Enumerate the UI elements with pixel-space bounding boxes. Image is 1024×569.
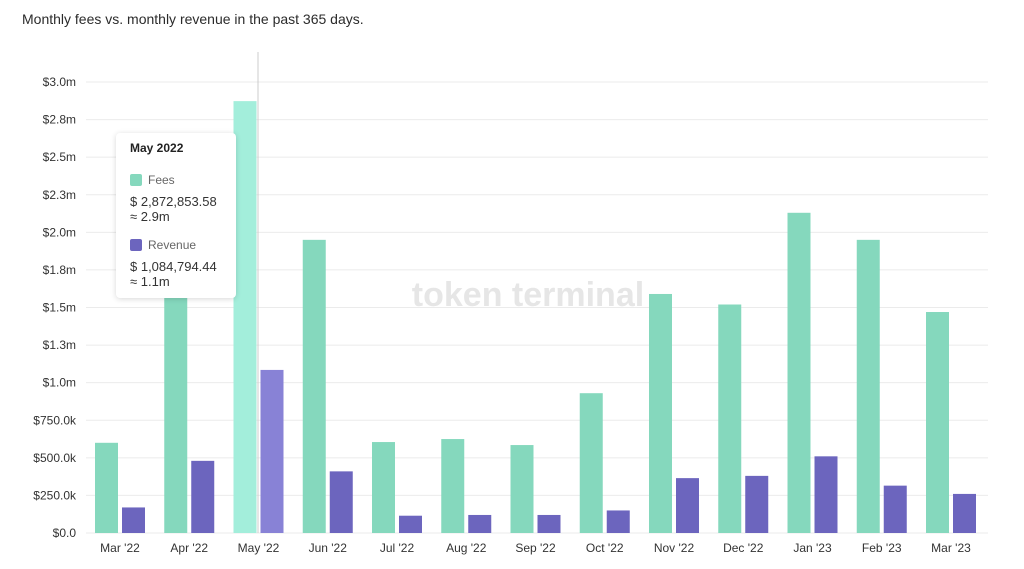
bar-revenue-12[interactable] xyxy=(953,493,976,533)
bar-fees-11[interactable] xyxy=(856,239,880,533)
bar-revenue-1[interactable] xyxy=(191,460,215,533)
tooltip-fees-approx: ≈ 2.9m xyxy=(130,209,170,224)
bar-fees-7[interactable] xyxy=(579,393,603,533)
x-tick-label: Aug '22 xyxy=(446,541,487,555)
y-tick-label: $750.0k xyxy=(33,413,77,427)
x-axis-ticks: Mar '22 Apr '22 May '22 Jun '22 Jul '22 Aug '… xyxy=(100,541,971,555)
x-tick-label: Dec '22 xyxy=(723,541,764,555)
tooltip-revenue-row: Revenue xyxy=(130,238,222,252)
bar-revenue-8[interactable] xyxy=(676,478,699,533)
tooltip-revenue-value: $ 1,084,794.44 xyxy=(130,259,217,274)
tooltip-revenue-approx: ≈ 1.1m xyxy=(130,274,170,289)
y-tick-label: $1.3m xyxy=(43,338,76,352)
bar-fees-6[interactable] xyxy=(510,445,534,533)
y-tick-label: $0.0 xyxy=(53,526,77,540)
bar-revenue-11[interactable] xyxy=(883,485,907,533)
tooltip-revenue-label: Revenue xyxy=(148,238,197,252)
bar-revenue-0[interactable] xyxy=(122,507,145,533)
bar-revenue-3[interactable] xyxy=(329,471,353,533)
bar-revenue-4[interactable] xyxy=(399,515,422,533)
x-tick-label: Mar '22 xyxy=(100,541,140,555)
y-tick-label: $1.8m xyxy=(43,263,76,277)
x-tick-label: Mar '23 xyxy=(931,541,971,555)
bar-revenue-6[interactable] xyxy=(537,514,561,533)
x-tick-label: Nov '22 xyxy=(654,541,695,555)
bar-fees-1[interactable] xyxy=(164,292,188,533)
bar-fees-8[interactable] xyxy=(649,293,672,533)
bar-fees-2[interactable] xyxy=(233,101,257,533)
y-tick-label: $2.8m xyxy=(43,113,76,127)
bar-revenue-10[interactable] xyxy=(814,456,838,533)
x-tick-label: Jul '22 xyxy=(380,541,415,555)
x-tick-label: Jan '23 xyxy=(793,541,832,555)
x-tick-label: Sep '22 xyxy=(515,541,556,555)
revenue-swatch xyxy=(130,239,142,251)
y-tick-label: $2.5m xyxy=(43,150,76,164)
x-tick-label: Jun '22 xyxy=(309,541,348,555)
bar-revenue-9[interactable] xyxy=(745,475,769,533)
bar-fees-10[interactable] xyxy=(787,212,811,534)
x-tick-label: May '22 xyxy=(238,541,280,555)
y-tick-label: $3.0m xyxy=(43,75,76,89)
y-tick-label: $1.0m xyxy=(43,376,76,390)
bar-fees-9[interactable] xyxy=(718,304,742,533)
y-axis-ticks: $0.0 $250.0k $500.0k $750.0k $1.0m $1.3m $1.5m… xyxy=(33,75,77,540)
bar-revenue-5[interactable] xyxy=(468,514,492,533)
tooltip-fees-value: $ 2,872,853.58 xyxy=(130,194,217,209)
bar-fees-3[interactable] xyxy=(302,239,326,533)
tooltip: May 2022 Fees $ 2,872,853.58 ≈ 2.9m Reve… xyxy=(116,133,236,298)
y-tick-label: $2.3m xyxy=(43,188,76,202)
page-title: Monthly fees vs. monthly revenue in the … xyxy=(22,11,364,27)
x-tick-label: Oct '22 xyxy=(586,541,624,555)
y-tick-label: $250.0k xyxy=(33,488,77,502)
tooltip-title: May 2022 xyxy=(130,141,184,155)
bar-fees-5[interactable] xyxy=(441,439,465,533)
bar-revenue-7[interactable] xyxy=(606,510,630,533)
fees-swatch xyxy=(130,174,142,186)
bar-fees-12[interactable] xyxy=(926,312,949,533)
y-tick-label: $1.5m xyxy=(43,301,76,315)
bar-fees-4[interactable] xyxy=(372,442,395,533)
x-tick-label: Feb '23 xyxy=(862,541,902,555)
x-tick-label: Apr '22 xyxy=(170,541,208,555)
y-tick-label: $500.0k xyxy=(33,451,77,465)
bars xyxy=(95,101,976,534)
y-tick-label: $2.0m xyxy=(43,225,76,239)
tooltip-fees-label: Fees xyxy=(148,173,175,187)
bar-fees-0[interactable] xyxy=(95,442,118,533)
tooltip-fees-row: Fees xyxy=(130,173,222,187)
watermark: token terminal xyxy=(412,276,644,314)
bar-revenue-2[interactable] xyxy=(260,369,284,533)
